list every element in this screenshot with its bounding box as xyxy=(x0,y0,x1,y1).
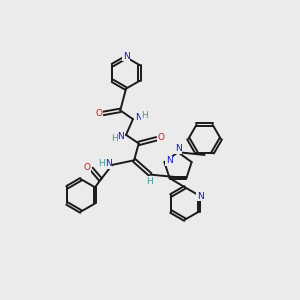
Text: H: H xyxy=(98,158,105,167)
Text: H: H xyxy=(146,177,152,186)
Text: N: N xyxy=(197,192,203,201)
Text: O: O xyxy=(83,163,90,172)
Text: H: H xyxy=(141,111,148,120)
Text: N: N xyxy=(175,144,182,153)
Text: H: H xyxy=(111,134,118,143)
Text: N: N xyxy=(105,159,111,168)
Text: O: O xyxy=(95,109,102,118)
Text: N: N xyxy=(123,52,129,61)
Text: O: O xyxy=(158,133,165,142)
Text: N: N xyxy=(118,132,124,141)
Text: N: N xyxy=(166,156,172,165)
Text: N: N xyxy=(135,113,141,122)
